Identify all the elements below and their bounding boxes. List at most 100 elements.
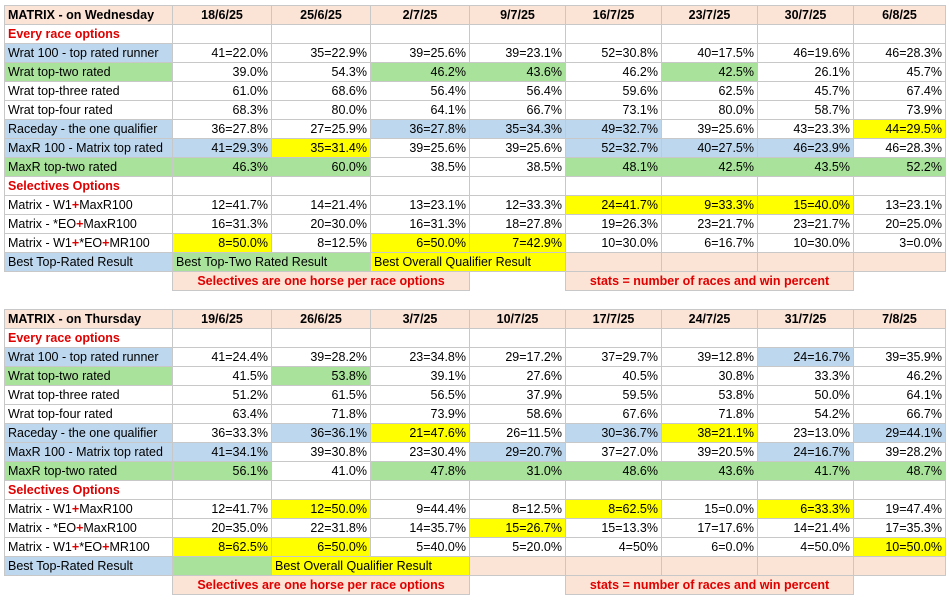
value-cell[interactable]: 39=25.6%: [370, 43, 470, 63]
value-cell[interactable]: 66.7%: [469, 100, 566, 120]
value-cell[interactable]: 41=29.3%: [172, 138, 272, 158]
value-cell[interactable]: 41=22.0%: [172, 43, 272, 63]
value-cell[interactable]: 38.5%: [370, 157, 470, 177]
value-cell[interactable]: 16=31.3%: [370, 214, 470, 234]
empty-cell[interactable]: [370, 176, 470, 196]
value-cell[interactable]: 10=50.0%: [853, 537, 946, 557]
value-cell[interactable]: 37.9%: [469, 385, 566, 405]
empty-cell[interactable]: [565, 24, 662, 44]
empty-cell[interactable]: [271, 24, 371, 44]
value-cell[interactable]: 52.2%: [853, 157, 946, 177]
value-cell[interactable]: 39=28.2%: [271, 347, 371, 367]
empty-cell[interactable]: [565, 328, 662, 348]
empty-cell[interactable]: [661, 328, 758, 348]
section-heading[interactable]: Selectives Options: [4, 176, 173, 196]
date-header[interactable]: 26/6/25: [271, 309, 371, 329]
value-cell[interactable]: 41.0%: [271, 461, 371, 481]
value-cell[interactable]: 15=26.7%: [469, 518, 566, 538]
value-cell[interactable]: 12=41.7%: [172, 499, 272, 519]
value-cell[interactable]: 68.3%: [172, 100, 272, 120]
value-cell[interactable]: 63.4%: [172, 404, 272, 424]
date-header[interactable]: 24/7/25: [661, 309, 758, 329]
empty-cell[interactable]: [172, 556, 272, 576]
date-header[interactable]: 31/7/25: [757, 309, 854, 329]
empty-cell[interactable]: [469, 556, 566, 576]
value-cell[interactable]: 17=35.3%: [853, 518, 946, 538]
value-cell[interactable]: 38=21.1%: [661, 423, 758, 443]
value-cell[interactable]: 30.8%: [661, 366, 758, 386]
value-cell[interactable]: 51.2%: [172, 385, 272, 405]
row-label[interactable]: Matrix - W1+*EO+MR100: [4, 233, 173, 253]
value-cell[interactable]: 12=33.3%: [469, 195, 566, 215]
value-cell[interactable]: 39=12.8%: [661, 347, 758, 367]
value-cell[interactable]: 17=17.6%: [661, 518, 758, 538]
empty-cell[interactable]: [565, 176, 662, 196]
value-cell[interactable]: 73.9%: [370, 404, 470, 424]
value-cell[interactable]: 29=20.7%: [469, 442, 566, 462]
note-selectives[interactable]: Selectives are one horse per race option…: [172, 575, 470, 595]
value-cell[interactable]: 54.3%: [271, 62, 371, 82]
value-cell[interactable]: 39=25.6%: [370, 138, 470, 158]
value-cell[interactable]: 33.3%: [757, 366, 854, 386]
value-cell[interactable]: 26.1%: [757, 62, 854, 82]
value-cell[interactable]: 27.6%: [469, 366, 566, 386]
value-cell[interactable]: 8=62.5%: [565, 499, 662, 519]
value-cell[interactable]: 9=44.4%: [370, 499, 470, 519]
value-cell[interactable]: 8=50.0%: [172, 233, 272, 253]
value-cell[interactable]: 39=35.9%: [853, 347, 946, 367]
value-cell[interactable]: 43.5%: [757, 157, 854, 177]
value-cell[interactable]: 23=34.8%: [370, 347, 470, 367]
empty-cell[interactable]: [271, 176, 371, 196]
value-cell[interactable]: 15=0.0%: [661, 499, 758, 519]
value-cell[interactable]: 14=35.7%: [370, 518, 470, 538]
value-cell[interactable]: 48.1%: [565, 157, 662, 177]
value-cell[interactable]: 20=25.0%: [853, 214, 946, 234]
value-cell[interactable]: 50.0%: [757, 385, 854, 405]
value-cell[interactable]: 43.6%: [469, 62, 566, 82]
row-label[interactable]: MaxR top-two rated: [4, 157, 173, 177]
value-cell[interactable]: 4=50.0%: [757, 537, 854, 557]
value-cell[interactable]: 73.1%: [565, 100, 662, 120]
value-cell[interactable]: 5=20.0%: [469, 537, 566, 557]
value-cell[interactable]: 30=36.7%: [565, 423, 662, 443]
value-cell[interactable]: 27=25.9%: [271, 119, 371, 139]
empty-cell[interactable]: [661, 480, 758, 500]
value-cell[interactable]: 36=36.1%: [271, 423, 371, 443]
value-cell[interactable]: 46=28.3%: [853, 138, 946, 158]
row-label[interactable]: Wrat top-three rated: [4, 385, 173, 405]
empty-cell[interactable]: [172, 328, 272, 348]
value-cell[interactable]: 19=47.4%: [853, 499, 946, 519]
value-cell[interactable]: 43.6%: [661, 461, 758, 481]
value-cell[interactable]: 22=31.8%: [271, 518, 371, 538]
value-cell[interactable]: 53.8%: [271, 366, 371, 386]
legend-best-top-rated[interactable]: Best Top-Rated Result: [4, 252, 173, 272]
row-label[interactable]: Wrat 100 - top rated runner: [4, 347, 173, 367]
row-label[interactable]: Matrix - W1+MaxR100: [4, 499, 173, 519]
value-cell[interactable]: 39.1%: [370, 366, 470, 386]
value-cell[interactable]: 80.0%: [661, 100, 758, 120]
row-label[interactable]: Wrat top-three rated: [4, 81, 173, 101]
date-header[interactable]: 3/7/25: [370, 309, 470, 329]
table-title[interactable]: MATRIX - on Thursday: [4, 309, 173, 329]
value-cell[interactable]: 24=16.7%: [757, 347, 854, 367]
note-selectives[interactable]: Selectives are one horse per race option…: [172, 271, 470, 291]
value-cell[interactable]: 29=17.2%: [469, 347, 566, 367]
section-heading[interactable]: Every race options: [4, 24, 173, 44]
value-cell[interactable]: 13=23.1%: [853, 195, 946, 215]
empty-cell[interactable]: [469, 176, 566, 196]
section-heading[interactable]: Selectives Options: [4, 480, 173, 500]
value-cell[interactable]: 46.2%: [853, 366, 946, 386]
value-cell[interactable]: 4=50%: [565, 537, 662, 557]
value-cell[interactable]: 37=29.7%: [565, 347, 662, 367]
empty-cell[interactable]: [172, 24, 272, 44]
empty-cell[interactable]: [853, 24, 946, 44]
empty-cell[interactable]: [853, 176, 946, 196]
row-label[interactable]: Wrat 100 - top rated runner: [4, 43, 173, 63]
empty-cell[interactable]: [757, 480, 854, 500]
value-cell[interactable]: 41=34.1%: [172, 442, 272, 462]
date-header[interactable]: 30/7/25: [757, 5, 854, 25]
value-cell[interactable]: 67.4%: [853, 81, 946, 101]
legend-best-overall[interactable]: Best Overall Qualifier Result: [370, 252, 566, 272]
date-header[interactable]: 9/7/25: [469, 5, 566, 25]
legend-best-top-two[interactable]: Best Top-Two Rated Result: [172, 252, 371, 272]
